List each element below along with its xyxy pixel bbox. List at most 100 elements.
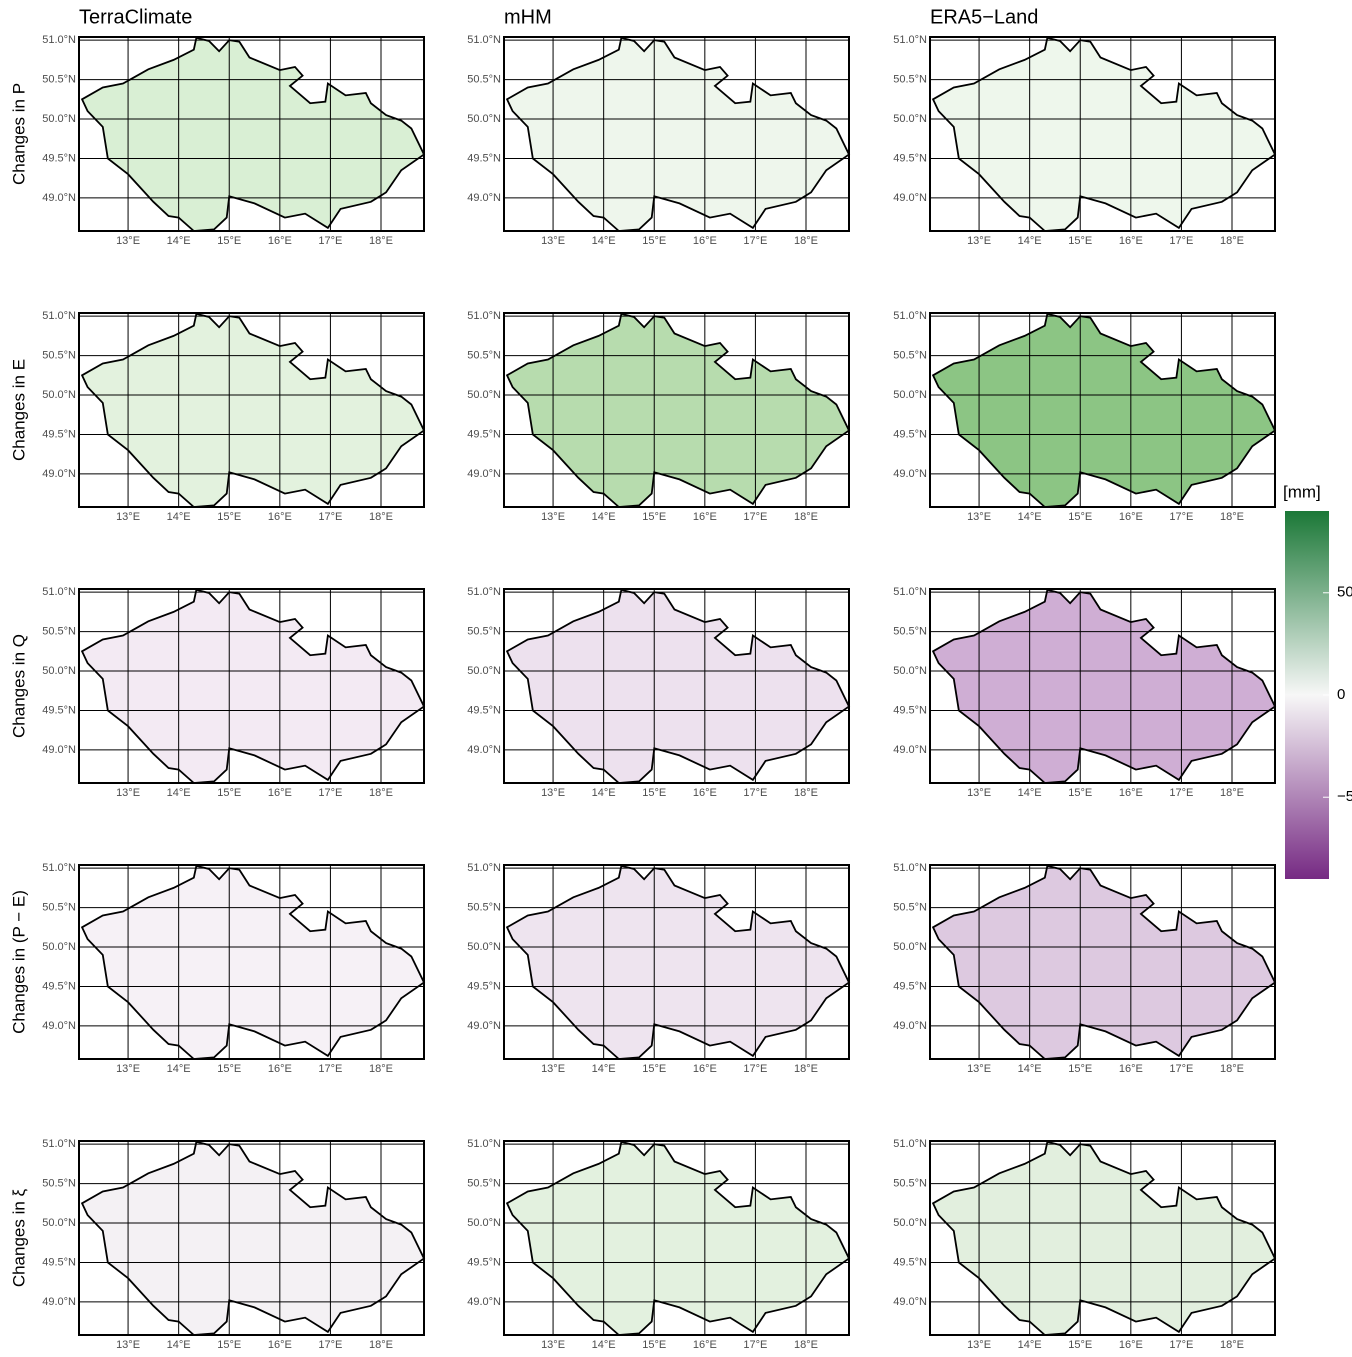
y-tick-label: 50.0°N — [42, 665, 76, 677]
y-tick-label: 50.0°N — [467, 1217, 501, 1229]
row-label: Changes in P — [9, 83, 28, 185]
y-tick-label: 50.5°N — [893, 625, 927, 637]
y-tick-label: 50.5°N — [467, 349, 501, 361]
country-fill — [507, 865, 849, 1059]
country-border — [80, 864, 426, 1060]
row-label: Changes in E — [9, 359, 28, 461]
x-tick-label: 17°E — [318, 1063, 342, 1075]
country-border — [931, 588, 1277, 784]
y-tick-label: 51.0°N — [42, 310, 76, 322]
y-tick-label: 50.5°N — [42, 1177, 76, 1189]
panel-frame — [503, 36, 850, 232]
country-fill — [933, 589, 1275, 783]
y-tick-label: 50.0°N — [467, 665, 501, 677]
y-tick-label: 49.5°N — [467, 428, 501, 440]
y-tick-label: 51.0°N — [467, 586, 501, 598]
x-tick-label: 18°E — [794, 235, 818, 247]
x-tick-label: 15°E — [642, 787, 666, 799]
panel-frame — [929, 588, 1276, 784]
x-tick-label: 16°E — [1119, 1063, 1143, 1075]
y-tick-label: 51.0°N — [467, 862, 501, 874]
y-tick-label: 50.0°N — [42, 1217, 76, 1229]
y-tick-label: 51.0°N — [893, 34, 927, 46]
panel-frame — [78, 312, 425, 508]
x-tick-label: 16°E — [268, 1063, 292, 1075]
map-panel: 13°E 14°E 15°E 16°E 17°E 18°E 49.0°N 49.5°N 50.0… — [467, 862, 851, 1075]
y-tick-label: 50.5°N — [467, 73, 501, 85]
row-label: Changes in (P − E) — [9, 890, 28, 1034]
country-fill — [933, 1141, 1275, 1335]
panel-frame — [929, 36, 1276, 232]
x-tick-label: 14°E — [592, 511, 616, 523]
x-tick-label: 13°E — [541, 1063, 565, 1075]
y-tick-label: 49.0°N — [467, 468, 501, 480]
map-panel: 13°E 14°E 15°E 16°E 17°E 18°E 49.0°N 49.5°N 50.0… — [893, 586, 1277, 799]
x-tick-label: 17°E — [743, 1063, 767, 1075]
x-tick-label: 18°E — [1220, 787, 1244, 799]
x-tick-label: 13°E — [541, 235, 565, 247]
x-tick-label: 13°E — [541, 787, 565, 799]
x-tick-label: 17°E — [743, 235, 767, 247]
y-tick-label: 49.5°N — [42, 980, 76, 992]
y-tick-label: 49.5°N — [467, 704, 501, 716]
country-fill — [82, 37, 425, 231]
y-tick-label: 50.5°N — [893, 349, 927, 361]
x-tick-label: 16°E — [1119, 511, 1143, 523]
country-fill — [82, 589, 425, 783]
x-tick-label: 14°E — [592, 1063, 616, 1075]
country-border — [931, 1140, 1277, 1336]
y-tick-label: 49.5°N — [467, 152, 501, 164]
y-tick-label: 49.0°N — [42, 744, 76, 756]
x-tick-label: 15°E — [1068, 787, 1092, 799]
x-tick-label: 17°E — [318, 511, 342, 523]
x-tick-label: 18°E — [1220, 1339, 1244, 1351]
x-tick-label: 16°E — [268, 235, 292, 247]
y-tick-label: 49.5°N — [893, 1256, 927, 1268]
y-tick-label: 50.5°N — [893, 901, 927, 913]
y-tick-label: 50.0°N — [893, 113, 927, 125]
x-tick-label: 15°E — [217, 1063, 241, 1075]
country-fill — [507, 313, 849, 507]
country-fill — [507, 37, 849, 231]
panel-frame — [503, 312, 850, 508]
colorbar-tick-label: 50 — [1337, 584, 1352, 601]
x-tick-label: 14°E — [167, 787, 191, 799]
x-tick-label: 13°E — [967, 235, 991, 247]
y-tick-label: 51.0°N — [42, 586, 76, 598]
y-tick-label: 51.0°N — [467, 34, 501, 46]
x-tick-label: 18°E — [1220, 1063, 1244, 1075]
x-tick-label: 17°E — [1169, 787, 1193, 799]
x-tick-label: 13°E — [967, 1063, 991, 1075]
x-tick-label: 18°E — [794, 787, 818, 799]
x-tick-label: 15°E — [1068, 1063, 1092, 1075]
x-tick-label: 14°E — [592, 1339, 616, 1351]
country-fill — [933, 37, 1275, 231]
x-tick-label: 16°E — [693, 1063, 717, 1075]
x-tick-label: 14°E — [1018, 1339, 1042, 1351]
x-tick-label: 14°E — [167, 511, 191, 523]
x-tick-label: 13°E — [967, 511, 991, 523]
y-tick-label: 50.5°N — [893, 73, 927, 85]
x-tick-label: 14°E — [592, 787, 616, 799]
map-panel: 13°E 14°E 15°E 16°E 17°E 18°E 49.0°N 49.5°N 50.0… — [42, 586, 426, 799]
map-panel: 13°E 14°E 15°E 16°E 17°E 18°E 49.0°N 49.5°N 50.0… — [893, 310, 1277, 523]
y-tick-label: 50.0°N — [893, 665, 927, 677]
country-fill — [507, 589, 849, 783]
x-tick-label: 17°E — [743, 1339, 767, 1351]
colorbar-label: [mm] — [1283, 482, 1321, 501]
x-tick-label: 14°E — [1018, 1063, 1042, 1075]
y-tick-label: 51.0°N — [42, 862, 76, 874]
y-tick-label: 49.5°N — [893, 428, 927, 440]
y-tick-label: 50.0°N — [467, 941, 501, 953]
country-fill — [507, 1141, 849, 1335]
x-tick-label: 16°E — [268, 511, 292, 523]
y-tick-label: 51.0°N — [893, 586, 927, 598]
panel-frame — [929, 864, 1276, 1060]
x-tick-label: 13°E — [116, 1339, 140, 1351]
y-tick-label: 50.0°N — [467, 113, 501, 125]
map-panel: 13°E 14°E 15°E 16°E 17°E 18°E 49.0°N 49.5°N 50.0… — [42, 862, 426, 1075]
map-panel: 13°E 14°E 15°E 16°E 17°E 18°E 49.0°N 49.5°N 50.0… — [893, 1138, 1277, 1351]
column-title: TerraClimate — [79, 6, 192, 28]
row-label: Changes in Q — [9, 634, 28, 738]
